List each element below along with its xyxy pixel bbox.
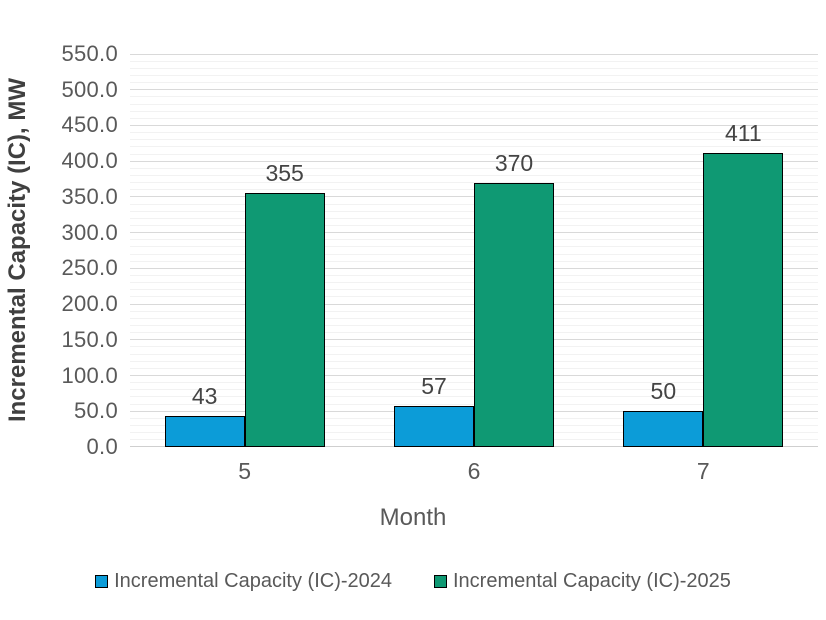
legend-label: Incremental Capacity (IC)-2024 xyxy=(114,570,392,592)
x-axis-tick-label: 6 xyxy=(467,458,481,484)
minor-gridline xyxy=(130,60,818,62)
legend-label: Incremental Capacity (IC)-2025 xyxy=(453,570,731,592)
y-axis-tick-label: 200.0 xyxy=(61,291,118,317)
minor-gridline xyxy=(130,182,818,184)
bar-series2-month5 xyxy=(244,193,325,447)
y-axis-tick-label: 450.0 xyxy=(61,112,118,138)
bar-data-label: 355 xyxy=(265,160,304,187)
minor-gridline xyxy=(130,117,818,119)
legend: Incremental Capacity (IC)-2024 Incrementa… xyxy=(0,570,826,593)
legend-item-2: Incremental Capacity (IC)-2025 xyxy=(434,570,731,593)
bar-data-label: 57 xyxy=(421,373,447,400)
minor-gridline xyxy=(130,96,818,98)
minor-gridline xyxy=(130,74,818,76)
bar-series1-month5 xyxy=(164,416,245,447)
bar-series1-month7 xyxy=(623,411,704,447)
y-axis-tick-label: 550.0 xyxy=(61,41,118,66)
bar-series2-month7 xyxy=(703,153,784,447)
bar-data-label: 411 xyxy=(724,120,762,147)
bar-series2-month6 xyxy=(474,182,554,447)
bar-series1-month6 xyxy=(394,406,474,447)
minor-gridline xyxy=(130,153,818,155)
legend-swatch xyxy=(95,575,109,588)
y-axis-tick-label: 0.0 xyxy=(86,434,118,459)
minor-gridline xyxy=(130,139,818,141)
y-axis-tick-label: 150.0 xyxy=(61,326,118,352)
y-axis-tick-label: 100.0 xyxy=(61,362,118,388)
y-axis-tick-label: 400.0 xyxy=(61,148,118,174)
plot-area: 0.0 50.0 100.0 150.0 200.0 250.0 300.0 350.0 400… xyxy=(61,42,818,484)
bar-data-label: 50 xyxy=(650,378,677,405)
minor-gridline xyxy=(130,146,818,148)
minor-gridline xyxy=(130,82,818,84)
legend-swatch xyxy=(434,575,447,588)
x-axis-title: Month xyxy=(379,504,447,531)
y-axis-tick-label: 500.0 xyxy=(61,76,118,102)
minor-gridline xyxy=(130,174,818,176)
bar-data-label: 43 xyxy=(191,383,218,410)
y-axis-tick-label: 50.0 xyxy=(73,398,118,424)
x-axis-tick-label: 7 xyxy=(696,458,710,484)
y-axis-tick-label: 350.0 xyxy=(61,183,118,209)
x-axis-tick-label: 5 xyxy=(238,458,252,484)
minor-gridline xyxy=(130,103,818,105)
major-gridline xyxy=(130,160,818,162)
minor-gridline xyxy=(130,167,818,169)
minor-gridline xyxy=(130,67,818,69)
y-axis-tick-label: 250.0 xyxy=(61,255,118,281)
major-gridline xyxy=(130,53,818,55)
legend-item-1: Incremental Capacity (IC)-2024 xyxy=(95,570,392,593)
minor-gridline xyxy=(130,132,818,134)
major-gridline xyxy=(130,124,818,126)
major-gridline xyxy=(130,89,818,91)
minor-gridline xyxy=(130,110,818,112)
bar-data-label: 370 xyxy=(494,149,534,176)
y-axis-tick-label: 300.0 xyxy=(61,219,118,245)
